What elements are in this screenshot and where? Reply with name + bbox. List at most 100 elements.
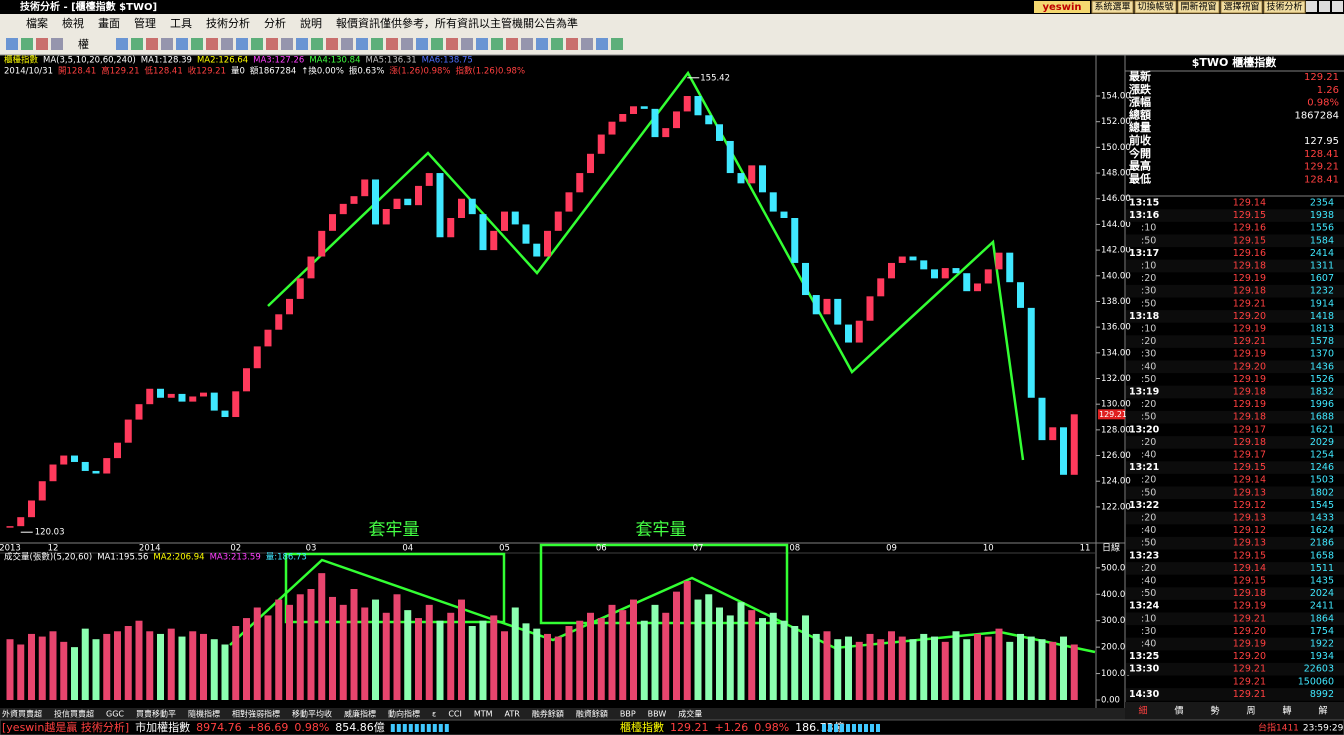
toolbar-icon[interactable] — [476, 38, 488, 50]
indicator-tab[interactable]: 隨機指標 — [188, 709, 220, 719]
title-button-label[interactable]: 系統選單 — [1094, 1, 1130, 13]
close-button[interactable] — [1332, 1, 1343, 12]
toolbar-icon[interactable] — [116, 38, 128, 50]
menu-item[interactable]: 工具 — [170, 17, 192, 30]
menu-item[interactable]: 分析 — [264, 16, 286, 30]
menu-item[interactable]: 畫面 — [98, 16, 120, 30]
indicator-tab[interactable]: GGC — [106, 710, 124, 719]
indicator-tab[interactable]: 投信買賣超 — [54, 709, 94, 719]
toolbar-icon[interactable] — [401, 38, 413, 50]
title-button-label[interactable]: 開新視窗 — [1180, 1, 1216, 13]
title-button[interactable] — [1177, 0, 1220, 14]
indicator-tab[interactable]: 成交量 — [678, 709, 702, 719]
toolbar-icon[interactable] — [296, 38, 308, 50]
toolbar-icon[interactable] — [341, 38, 353, 50]
indicator-tab[interactable]: 融券餘額 — [532, 709, 564, 719]
indicator-tab[interactable]: BBP — [620, 710, 636, 719]
toolbar-icon[interactable] — [161, 38, 173, 50]
toolbar-icon[interactable] — [371, 38, 383, 50]
toolbar-icon[interactable] — [311, 38, 323, 50]
toolbar-icon[interactable] — [386, 38, 398, 50]
menu-item[interactable]: 檔案 — [26, 16, 48, 30]
toolbar-icon[interactable] — [6, 38, 18, 50]
status-meter — [852, 724, 856, 732]
toolbar-icon[interactable] — [536, 38, 548, 50]
window-controls[interactable] — [1306, 1, 1343, 12]
toolbar-icon[interactable] — [521, 38, 533, 50]
indicator-tab[interactable]: 買賣移動平 — [136, 709, 176, 719]
panel-tab[interactable]: 勢 — [1210, 705, 1219, 717]
menu-item[interactable]: 檢視 — [62, 16, 84, 30]
y-tick-label: 128.00 — [1101, 425, 1131, 435]
volume-bar — [812, 633, 820, 700]
toolbar-icon[interactable] — [461, 38, 473, 50]
title-button[interactable] — [1263, 0, 1306, 14]
toolbar-icon[interactable] — [551, 38, 563, 50]
toolbar-icon[interactable] — [131, 38, 143, 50]
menu-item[interactable]: 技術分析 — [206, 16, 250, 30]
panel-tab[interactable]: 解 — [1318, 705, 1327, 717]
volume-bar — [630, 599, 637, 700]
title-button[interactable] — [1220, 0, 1263, 14]
candle — [339, 203, 347, 215]
indicator-tab[interactable]: 融資餘額 — [576, 709, 608, 719]
title-button-label[interactable]: 技術分析 — [1266, 1, 1302, 13]
indicator-tab[interactable]: MTM — [474, 710, 493, 719]
toolbar-icon[interactable] — [506, 38, 518, 50]
indicator-tab[interactable]: 動向指標 — [388, 709, 420, 719]
indicator-tab[interactable]: CCI — [448, 710, 462, 719]
toolbar-icon[interactable] — [221, 38, 233, 50]
toolbar-icon[interactable] — [581, 38, 593, 50]
toolbar-label: 權 — [78, 38, 89, 51]
title-button[interactable] — [1091, 0, 1134, 14]
title-button-label[interactable]: 切換帳號 — [1137, 1, 1173, 13]
indicator-tab[interactable]: 威廉指標 — [344, 709, 376, 719]
y-tick-label: 142.00 — [1101, 246, 1131, 256]
tick-time: :20 — [1141, 273, 1156, 284]
menu-item[interactable]: 說明 — [300, 16, 322, 30]
toolbar-icon[interactable] — [191, 38, 203, 50]
tick-time: :30 — [1141, 349, 1156, 360]
toolbar-icon[interactable] — [266, 38, 278, 50]
toolbar-icon[interactable] — [281, 38, 293, 50]
tick-time: :50 — [1141, 588, 1156, 599]
candle — [597, 134, 605, 154]
maximize-button[interactable] — [1319, 1, 1330, 12]
indicator-tab[interactable]: 相對強弱指標 — [232, 709, 280, 719]
indicator-tab[interactable]: 移動平均收 — [292, 709, 332, 719]
tick-volume: 1922 — [1310, 639, 1334, 650]
indicator-tab[interactable]: BBW — [648, 710, 667, 719]
indicator-tab[interactable]: 外資買賣超 — [2, 709, 42, 719]
toolbar-icon[interactable] — [146, 38, 158, 50]
toolbar-icon[interactable] — [51, 38, 63, 50]
toolbar-icon[interactable] — [596, 38, 608, 50]
toolbar-icon[interactable] — [251, 38, 263, 50]
toolbar-icon[interactable] — [356, 38, 368, 50]
panel-tab[interactable]: 價 — [1174, 706, 1183, 717]
toolbar-icon[interactable] — [491, 38, 503, 50]
minimize-button[interactable] — [1306, 1, 1317, 12]
volume-bar — [393, 594, 401, 700]
toolbar-icon[interactable] — [446, 38, 458, 50]
toolbar-icon[interactable] — [416, 38, 428, 50]
toolbar-icon[interactable] — [611, 38, 623, 50]
candle — [479, 214, 487, 251]
panel-tab[interactable]: 細 — [1138, 705, 1147, 717]
panel-tab[interactable]: 轉 — [1282, 705, 1291, 717]
candle — [350, 196, 358, 204]
title-button-label[interactable]: 選擇視窗 — [1223, 1, 1259, 13]
toolbar-icon[interactable] — [431, 38, 443, 50]
toolbar-icon[interactable] — [176, 38, 188, 50]
toolbar-icon[interactable] — [236, 38, 248, 50]
menu-item[interactable]: 管理 — [134, 16, 156, 30]
panel-tab[interactable]: 周 — [1246, 706, 1255, 717]
indicator-tab[interactable]: ε — [432, 710, 436, 719]
toolbar-icon[interactable] — [566, 38, 578, 50]
title-button[interactable] — [1134, 0, 1177, 14]
toolbar-icon[interactable] — [206, 38, 218, 50]
toolbar-icon[interactable] — [21, 38, 33, 50]
toolbar-icon[interactable] — [36, 38, 48, 50]
toolbar-icon[interactable] — [326, 38, 338, 50]
indicator-tab[interactable]: ATR — [505, 710, 521, 719]
x-tick-label: 11 — [1080, 544, 1091, 554]
